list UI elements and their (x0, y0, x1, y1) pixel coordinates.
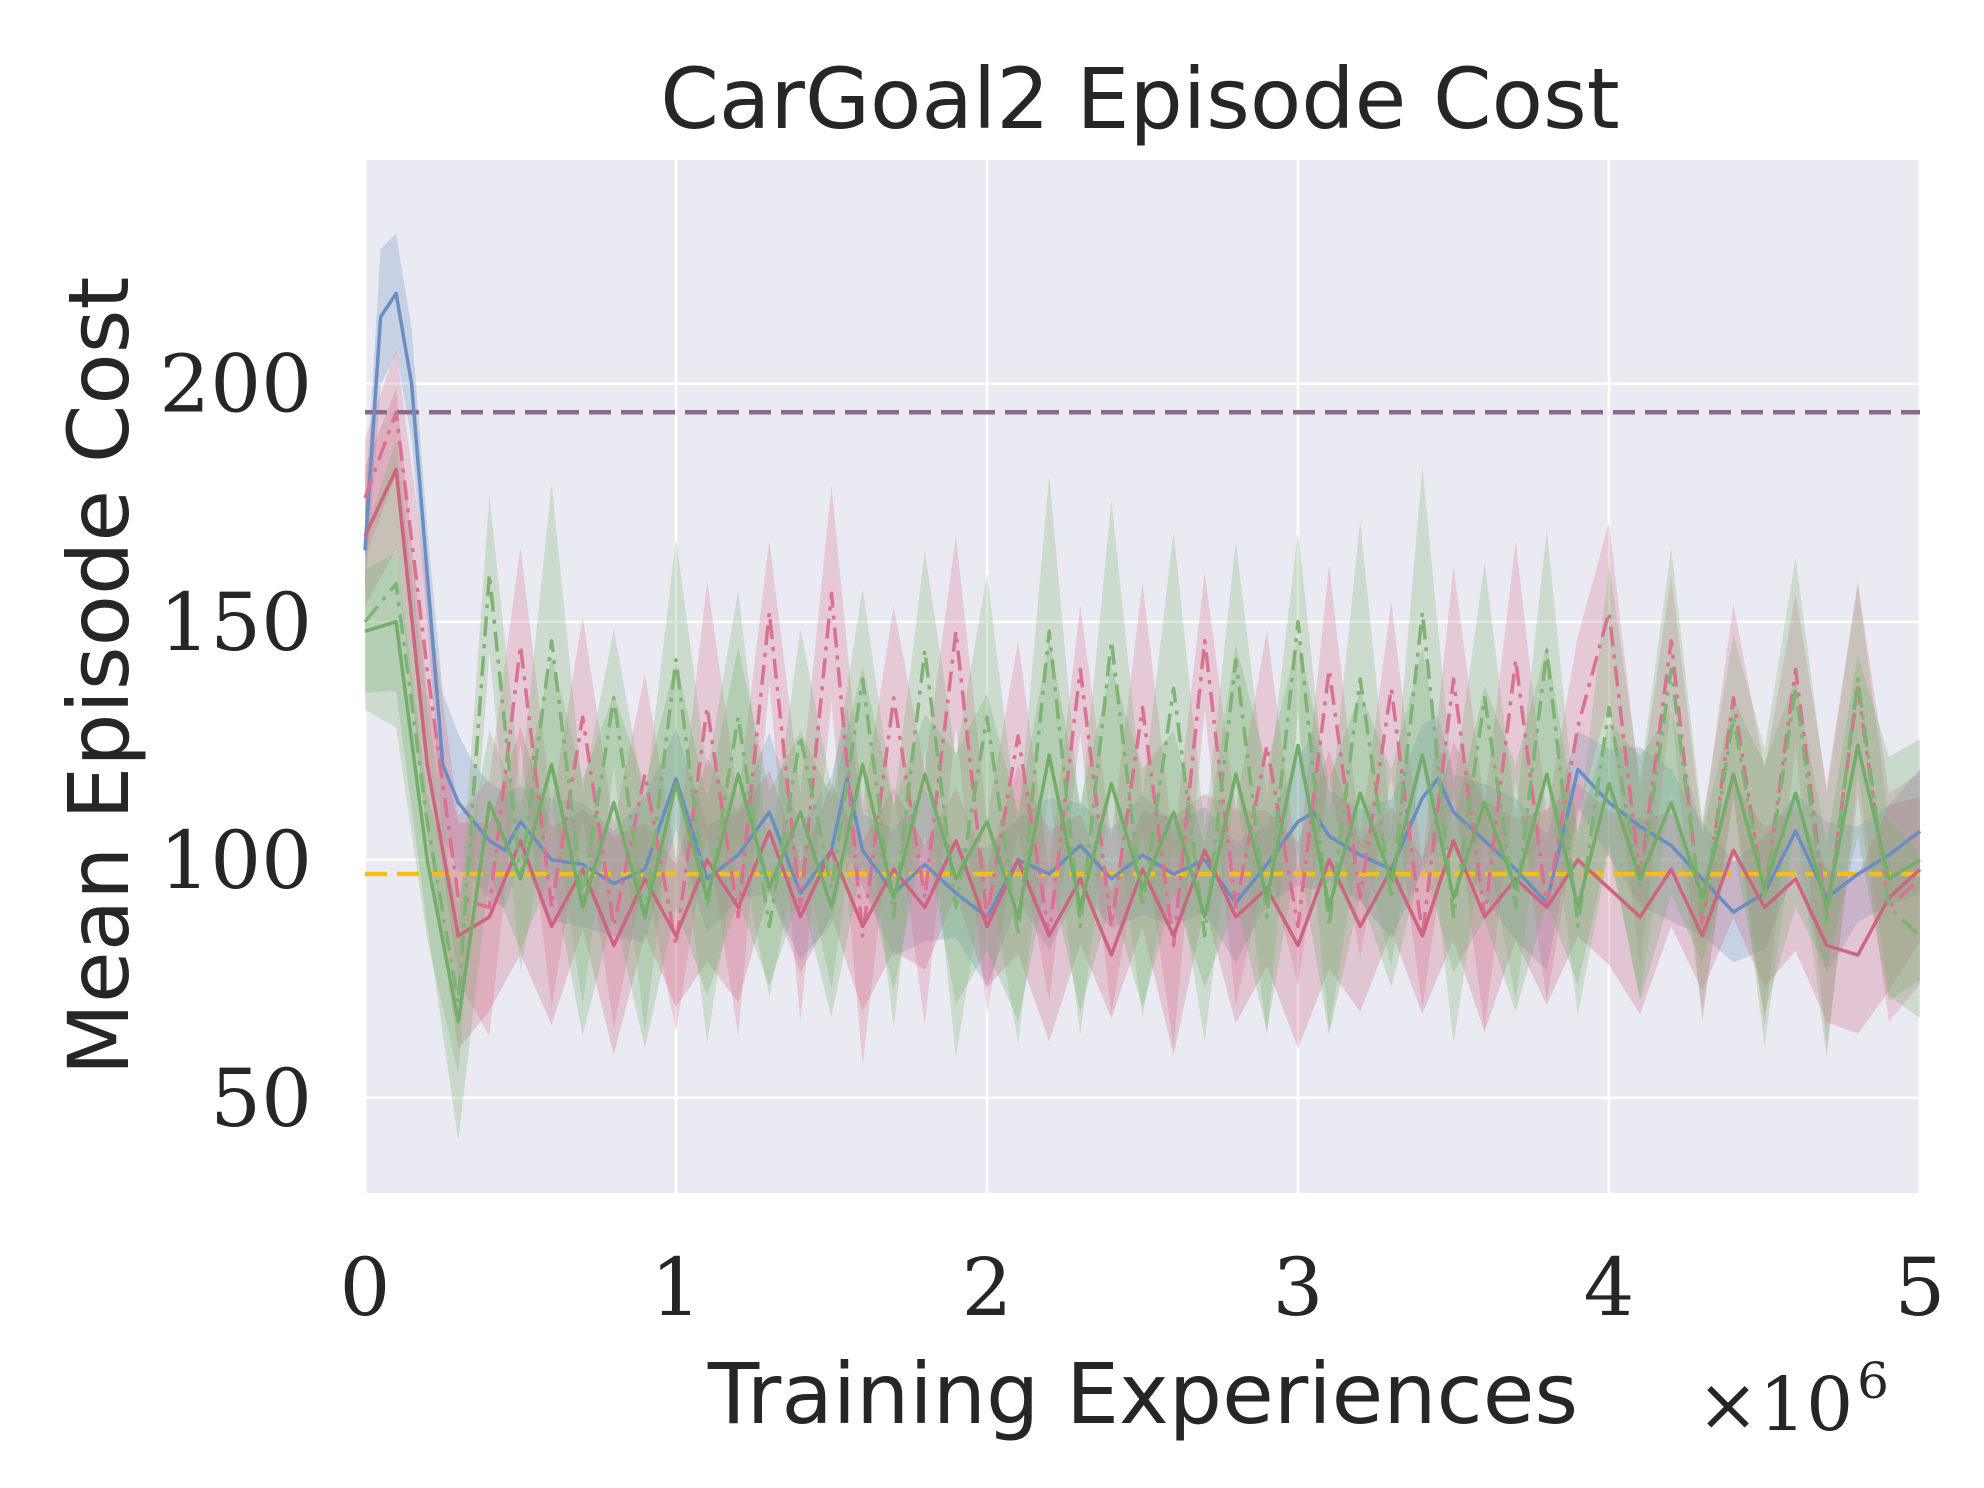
x-offset-label: ×10 6 (1697, 1352, 1889, 1448)
x-tick-label-5: 5 (1895, 1241, 1946, 1334)
plot-area (365, 160, 1920, 1193)
pink-solid-band (365, 389, 1920, 1056)
x-tick-labels: 0 1 2 3 4 5 (340, 1241, 1946, 1334)
x-tick-label-4: 4 (1584, 1241, 1635, 1334)
pink-solid-line (363, 467, 1922, 957)
x-tick-label-1: 1 (651, 1241, 702, 1334)
x-tick-label-0: 0 (340, 1241, 391, 1334)
x-offset-base: ×10 (1697, 1362, 1853, 1448)
y-tick-label-3: 200 (159, 338, 312, 431)
y-tick-labels: 50 100 150 200 (159, 338, 312, 1145)
y-axis-label: Mean Episode Cost (50, 277, 148, 1076)
x-axis-label: Training Experiences (707, 1345, 1578, 1443)
x-offset-exponent: 6 (1857, 1352, 1889, 1410)
y-tick-label-0: 50 (210, 1052, 312, 1145)
series-lines (363, 291, 1922, 1024)
y-tick-label-1: 100 (159, 814, 312, 907)
x-tick-label-3: 3 (1273, 1241, 1324, 1334)
green-solid-line (364, 620, 1921, 1024)
x-tick-label-2: 2 (962, 1241, 1013, 1334)
y-tick-label-2: 150 (159, 576, 312, 669)
green-dashdot-band (365, 439, 1920, 1075)
chart-title: CarGoal2 Episode Cost (660, 50, 1619, 148)
green-solid-band (365, 552, 1920, 1141)
blue-solid-band (365, 233, 1920, 987)
pink-dashdot-line (363, 410, 1922, 948)
grid-lines (363, 160, 1922, 1193)
